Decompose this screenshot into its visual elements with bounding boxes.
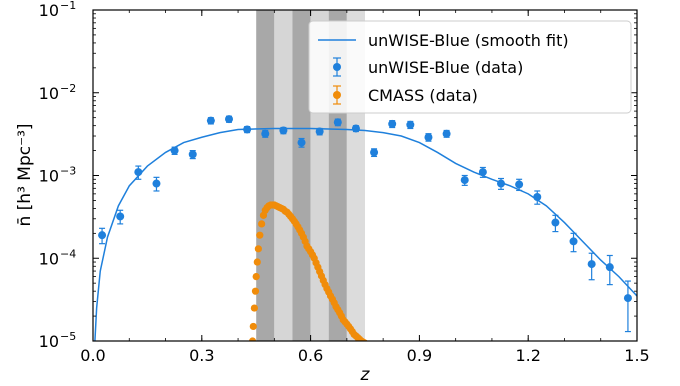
cmass-data-point: [248, 337, 257, 341]
x-tick-label: 0.6: [298, 346, 323, 365]
unwise-errorbar: [624, 280, 631, 333]
shaded-band-2: [292, 10, 311, 341]
unwise-data-point: [551, 218, 560, 227]
cmass-data-point: [254, 245, 262, 253]
unwise-data-point: [152, 179, 161, 188]
unwise-data-point: [406, 120, 415, 129]
legend-marker-cmass-data: [333, 85, 341, 105]
y-axis-label: n̄ [h³ Mpc⁻³]: [15, 123, 35, 226]
y-tick-label: 10: [39, 332, 59, 351]
unwise-data-point: [225, 115, 233, 124]
cmass-data-point: [251, 287, 260, 295]
unwise-data-point: [206, 116, 215, 125]
unwise-data-point: [297, 138, 306, 147]
unwise-data-point: [188, 150, 197, 159]
unwise-data-point: [134, 168, 143, 177]
legend-marker-unwise-data: [333, 57, 341, 77]
x-tick-label: 0.9: [407, 346, 432, 365]
unwise-data-point: [497, 179, 505, 188]
unwise-data-point: [460, 176, 469, 185]
y-tick-exponent: −4: [60, 247, 76, 260]
cmass-data-point: [253, 258, 261, 266]
x-axis-label: z: [360, 365, 371, 385]
x-tick-label: 1.5: [624, 346, 649, 365]
axis-ticks: 0.0 0.3 0.6 0.9 1.2 1.510−110−210−310−410−5: [39, 0, 650, 365]
unwise-data-point: [351, 124, 360, 133]
cmass-data-point: [256, 231, 264, 239]
unwise-data-point: [388, 119, 397, 128]
unwise-data-point: [370, 148, 379, 157]
x-tick-label: 0.0: [80, 346, 105, 365]
cmass-data-point: [249, 322, 257, 331]
unwise-data-point: [569, 237, 578, 246]
legend-label-cmass-data: CMASS (data): [368, 86, 478, 105]
unwise-data-point: [243, 125, 252, 134]
shaded-band-1: [274, 10, 293, 341]
unwise-data-point: [333, 118, 342, 127]
legend: unWISE-Blue (smooth fit) unWISE-Blue (da…: [308, 20, 632, 114]
unwise-data-point: [442, 129, 451, 138]
shaded-band-0: [256, 10, 275, 341]
cmass-data-point: [252, 273, 260, 281]
cmass-data-point: [250, 304, 258, 312]
legend-frame: [308, 20, 632, 114]
legend-label-unwise-data: unWISE-Blue (data): [368, 58, 523, 77]
unwise-data-point: [623, 294, 632, 303]
unwise-data-point: [116, 212, 125, 221]
cmass-data-point: [258, 220, 266, 228]
unwise-data-point: [279, 126, 288, 135]
x-tick-label: 1.2: [515, 346, 540, 365]
y-tick-label: 10: [39, 1, 59, 20]
unwise-data-point: [170, 146, 179, 155]
unwise-data-point: [478, 168, 487, 177]
unwise-data-point: [315, 127, 324, 136]
x-tick-label: 0.3: [189, 346, 214, 365]
unwise-data-point: [587, 260, 596, 269]
y-tick-exponent: −1: [60, 0, 76, 12]
unwise-data-point: [424, 133, 433, 142]
y-tick-label: 10: [39, 249, 59, 268]
unwise-data-point: [98, 231, 107, 240]
y-tick-exponent: −5: [60, 330, 76, 343]
smooth-fit-line: [94, 127, 637, 341]
y-tick-label: 10: [39, 84, 59, 103]
y-tick-label: 10: [39, 167, 59, 186]
unwise-data-point: [605, 263, 614, 272]
unwise-data-point: [533, 192, 542, 201]
y-tick-exponent: −3: [60, 165, 76, 178]
unwise-data-point: [515, 180, 524, 189]
y-tick-exponent: −2: [60, 82, 76, 95]
plot-area: [94, 115, 637, 341]
legend-label-smooth-fit: unWISE-Blue (smooth fit): [368, 31, 569, 50]
unwise-data-point: [261, 129, 270, 138]
